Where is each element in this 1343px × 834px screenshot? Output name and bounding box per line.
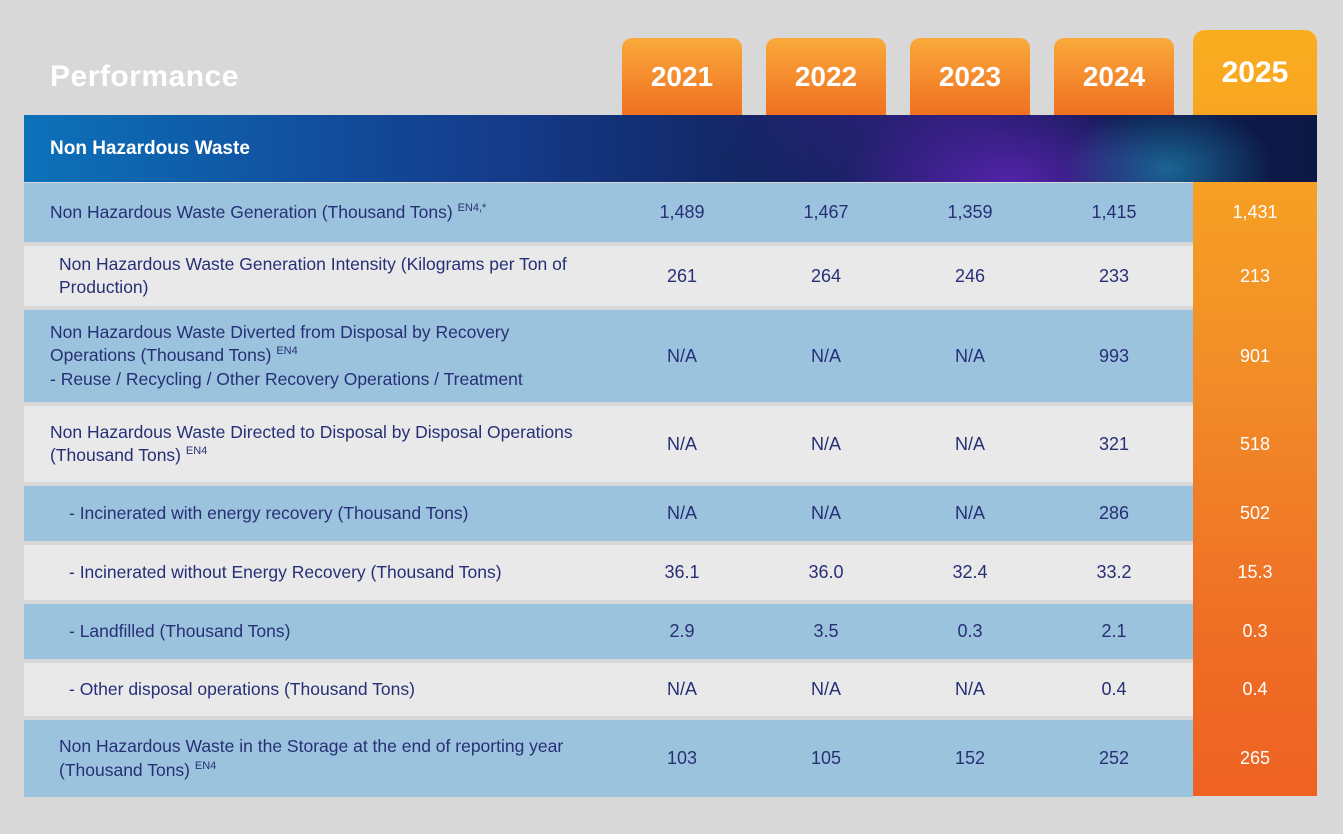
metric-label: Non Hazardous Waste in the Storage at th… [59, 736, 564, 780]
value-cell-2025: 1,431 [1232, 202, 1278, 222]
value-cell: N/A [954, 433, 985, 454]
metric-footnote: EN4 [185, 445, 208, 458]
year-header-2025: 2025 [1221, 55, 1289, 89]
value-cell: N/A [810, 679, 841, 699]
value-cell: N/A [810, 345, 841, 366]
value-cell: 36.0 [808, 562, 844, 582]
value-cell: N/A [954, 345, 985, 366]
metric-label: Non Hazardous Waste Diverted from Dispos… [50, 322, 523, 389]
table-row: Non Hazardous Waste Directed to Disposal… [24, 406, 1193, 482]
value-cell-2025: 502 [1239, 503, 1271, 523]
metric-label: - Other disposal operations (Thousand To… [69, 678, 415, 699]
table-row: - Landfilled (Thousand Tons) 2.9 3.5 0.3 2.1 [24, 604, 1193, 659]
value-cell: N/A [954, 679, 985, 699]
value-cell: 993 [1098, 345, 1130, 366]
value-cell: 105 [810, 748, 842, 768]
year-header-2024: 2024 [1054, 38, 1174, 115]
value-cell: 321 [1098, 433, 1130, 454]
value-cell: N/A [666, 345, 697, 366]
table-row: - Incinerated without Energy Recovery (T… [24, 545, 1193, 600]
value-cell-2025: 0.3 [1242, 621, 1268, 641]
value-cell: 2.9 [669, 621, 695, 641]
value-cell: 286 [1098, 503, 1130, 523]
value-cell-2025: 265 [1239, 748, 1271, 768]
section-title: Non Hazardous Waste [50, 137, 250, 159]
table-body: Non Hazardous Waste Generation (Thousand… [24, 183, 1193, 801]
table-row: Non Hazardous Waste Generation Intensity… [24, 246, 1193, 306]
value-cell: 36.1 [664, 562, 700, 582]
value-cell-2025: 901 [1239, 345, 1271, 366]
value-cell: N/A [810, 503, 841, 523]
year-header-2023: 2023 [910, 38, 1030, 115]
value-cell: 233 [1098, 265, 1130, 286]
value-cell: N/A [954, 503, 985, 523]
section-header: Non Hazardous Waste [24, 115, 1317, 182]
metric-label: Non Hazardous Waste Directed to Disposal… [50, 421, 573, 465]
value-cell: 32.4 [952, 562, 988, 582]
value-cell-2025: 518 [1239, 433, 1271, 454]
value-cell-2025: 15.3 [1237, 562, 1273, 582]
year-header-2022: 2022 [766, 38, 886, 115]
value-cell: 1,467 [803, 202, 849, 222]
table-row: Non Hazardous Waste Diverted from Dispos… [24, 310, 1193, 402]
value-cell: N/A [666, 433, 697, 454]
value-cell: 261 [666, 265, 698, 286]
value-cell: 3.5 [813, 621, 839, 641]
metric-footnote: EN4,* [457, 202, 487, 215]
value-cell: 0.4 [1101, 679, 1127, 699]
metric-label: - Incinerated with energy recovery (Thou… [69, 502, 469, 523]
value-cell: N/A [666, 679, 697, 699]
table-row: Non Hazardous Waste Generation (Thousand… [24, 183, 1193, 242]
table-row: - Incinerated with energy recovery (Thou… [24, 486, 1193, 541]
value-cell: 103 [666, 748, 698, 768]
value-cell: 0.3 [957, 621, 983, 641]
value-cell: N/A [666, 503, 697, 523]
value-cell: 2.1 [1101, 621, 1127, 641]
page-title: Performance [50, 60, 239, 93]
value-cell-2025: 213 [1239, 265, 1271, 286]
value-cell: 33.2 [1096, 562, 1132, 582]
value-cell: 246 [954, 265, 986, 286]
value-cell: 1,489 [659, 202, 705, 222]
value-cell: 1,359 [947, 202, 993, 222]
metric-label: Non Hazardous Waste Generation (Thousand… [50, 201, 487, 222]
value-cell-2025: 0.4 [1242, 679, 1268, 699]
table-row: - Other disposal operations (Thousand To… [24, 663, 1193, 716]
value-cell: 152 [954, 748, 986, 768]
value-cell: 264 [810, 265, 842, 286]
year-header-2021: 2021 [622, 38, 742, 115]
table-row: Non Hazardous Waste in the Storage at th… [24, 720, 1193, 797]
value-cell: 252 [1098, 748, 1130, 768]
value-cell: 1,415 [1091, 202, 1137, 222]
metric-footnote: EN4 [276, 345, 298, 358]
metric-footnote: EN4 [194, 759, 217, 772]
metric-label: - Landfilled (Thousand Tons) [69, 620, 291, 641]
metric-label: - Incinerated without Energy Recovery (T… [69, 561, 502, 582]
value-cell: N/A [810, 433, 841, 454]
metric-label: Non Hazardous Waste Generation Intensity… [59, 253, 567, 297]
